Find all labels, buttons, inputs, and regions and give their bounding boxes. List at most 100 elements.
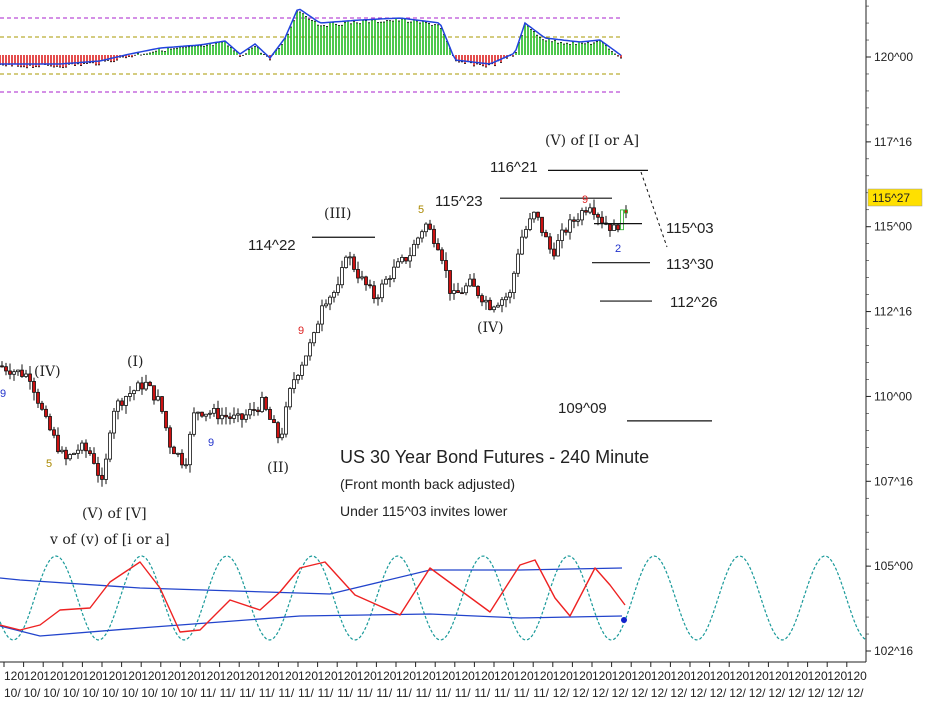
candle-body [136, 382, 140, 392]
x-tick-label-bottom: 11/ [357, 686, 373, 700]
candle-body [576, 219, 580, 222]
x-tick-label-bottom: 10/ [4, 686, 21, 700]
x-tick-label-top: 120 [435, 669, 455, 683]
candle-body [548, 236, 552, 250]
candle-body [120, 400, 124, 406]
candle-body [408, 255, 412, 262]
x-tick-label-top: 120 [298, 669, 318, 683]
cycle-indicator-panel [0, 555, 867, 641]
x-tick-label-top: 120 [729, 669, 749, 683]
x-tick-label-top: 120 [4, 669, 24, 683]
candle-body [544, 232, 548, 238]
candle-body [368, 284, 372, 287]
candle-body [8, 370, 12, 375]
wave-label-iv-first: (IV) [34, 364, 61, 380]
x-tick-label-bottom: 12/ [710, 686, 727, 700]
candle-body [528, 218, 532, 230]
x-tick-label-bottom: 11/ [396, 686, 412, 700]
x-tick-label-bottom: 10/ [24, 686, 41, 700]
candle-body [524, 229, 528, 238]
candle-body [520, 236, 524, 255]
candle-body [436, 243, 440, 251]
x-tick-label-top: 120 [82, 669, 102, 683]
candle-body [132, 390, 136, 394]
x-tick-label-bottom: 12/ [847, 686, 864, 700]
x-tick-label-bottom: 11/ [278, 686, 294, 700]
x-tick-label-bottom: 10/ [43, 686, 60, 700]
candle-body [220, 414, 224, 420]
candle-body [328, 296, 332, 305]
candle-body [0, 365, 4, 368]
candle-body [592, 207, 596, 215]
candle-body [392, 266, 396, 279]
price-candles [0, 199, 628, 487]
x-tick-label-bottom: 11/ [494, 686, 510, 700]
candle-body [152, 385, 156, 401]
candle-body [320, 305, 324, 325]
x-tick-label-bottom: 11/ [455, 686, 471, 700]
level-lines [312, 169, 712, 422]
candle-body [180, 452, 184, 466]
candle-body [44, 408, 48, 417]
candle-body [252, 409, 256, 411]
candle-body [12, 371, 16, 375]
x-tick-label-bottom: 11/ [259, 686, 275, 700]
count-red-9: 9 [298, 325, 304, 337]
candle-body [92, 453, 96, 464]
x-tick-label-bottom: 11/ [533, 686, 549, 700]
fast-cycle-line [0, 559, 626, 633]
candle-body [400, 257, 404, 263]
candle-body [20, 369, 24, 377]
x-tick-label-bottom: 10/ [161, 686, 178, 700]
x-tick-label-top: 120 [24, 669, 44, 683]
x-tick-label-bottom: 12/ [788, 686, 805, 700]
candle-body [596, 214, 600, 218]
x-tick-label-top: 120 [494, 669, 514, 683]
x-tick-label-top: 120 [102, 669, 122, 683]
candle-body [584, 210, 588, 213]
candle-body [404, 257, 408, 262]
candle-body [308, 342, 312, 357]
x-tick-label-top: 120 [827, 669, 847, 683]
candle-body [60, 449, 64, 453]
candle-body [156, 396, 160, 401]
candle-body [24, 373, 28, 377]
candle-body [240, 413, 244, 420]
candle-body [256, 409, 260, 413]
candle-body [300, 364, 304, 376]
candle-body [448, 270, 452, 294]
x-tick-label-top: 120 [416, 669, 436, 683]
candle-body [296, 374, 300, 381]
candle-body [168, 427, 172, 448]
x-tick-label-bottom: 11/ [318, 686, 334, 700]
current-price-badge [867, 188, 923, 207]
candle-body [212, 408, 216, 414]
chart-note: Under 115^03 invites lower [340, 503, 508, 519]
y-tick-label: 110^00 [874, 389, 912, 403]
x-tick-label-top: 120 [651, 669, 671, 683]
candle-body [364, 276, 368, 286]
candle-body [272, 419, 276, 424]
candle-body [616, 224, 620, 231]
candle-body [284, 406, 288, 435]
x-tick-label-bottom: 12/ [612, 686, 629, 700]
x-tick-label-bottom: 11/ [416, 686, 432, 700]
x-tick-label-bottom: 10/ [102, 686, 119, 700]
candle-body [440, 249, 444, 261]
y-tick-label: 105^00 [874, 559, 913, 573]
wave-label-iv-second: (IV) [477, 320, 504, 336]
wave-label-i: (I) [127, 354, 143, 370]
candle-body [532, 211, 536, 220]
x-tick-label-bottom: 11/ [239, 686, 255, 700]
candle-body [620, 209, 624, 231]
level-label-112-26: 112^26 [670, 294, 718, 311]
candle-body [28, 373, 32, 382]
candle-body [216, 408, 220, 420]
x-tick-label-bottom: 11/ [514, 686, 530, 700]
wave-label-v-of-v: (V) of [V] [82, 506, 147, 522]
candle-body [148, 381, 152, 387]
candle-body [396, 261, 400, 268]
candle-body [488, 299, 492, 311]
wave-label-v-of-v-lower: v of (v) of [i or a] [49, 532, 170, 548]
x-tick-label-top: 120 [592, 669, 612, 683]
